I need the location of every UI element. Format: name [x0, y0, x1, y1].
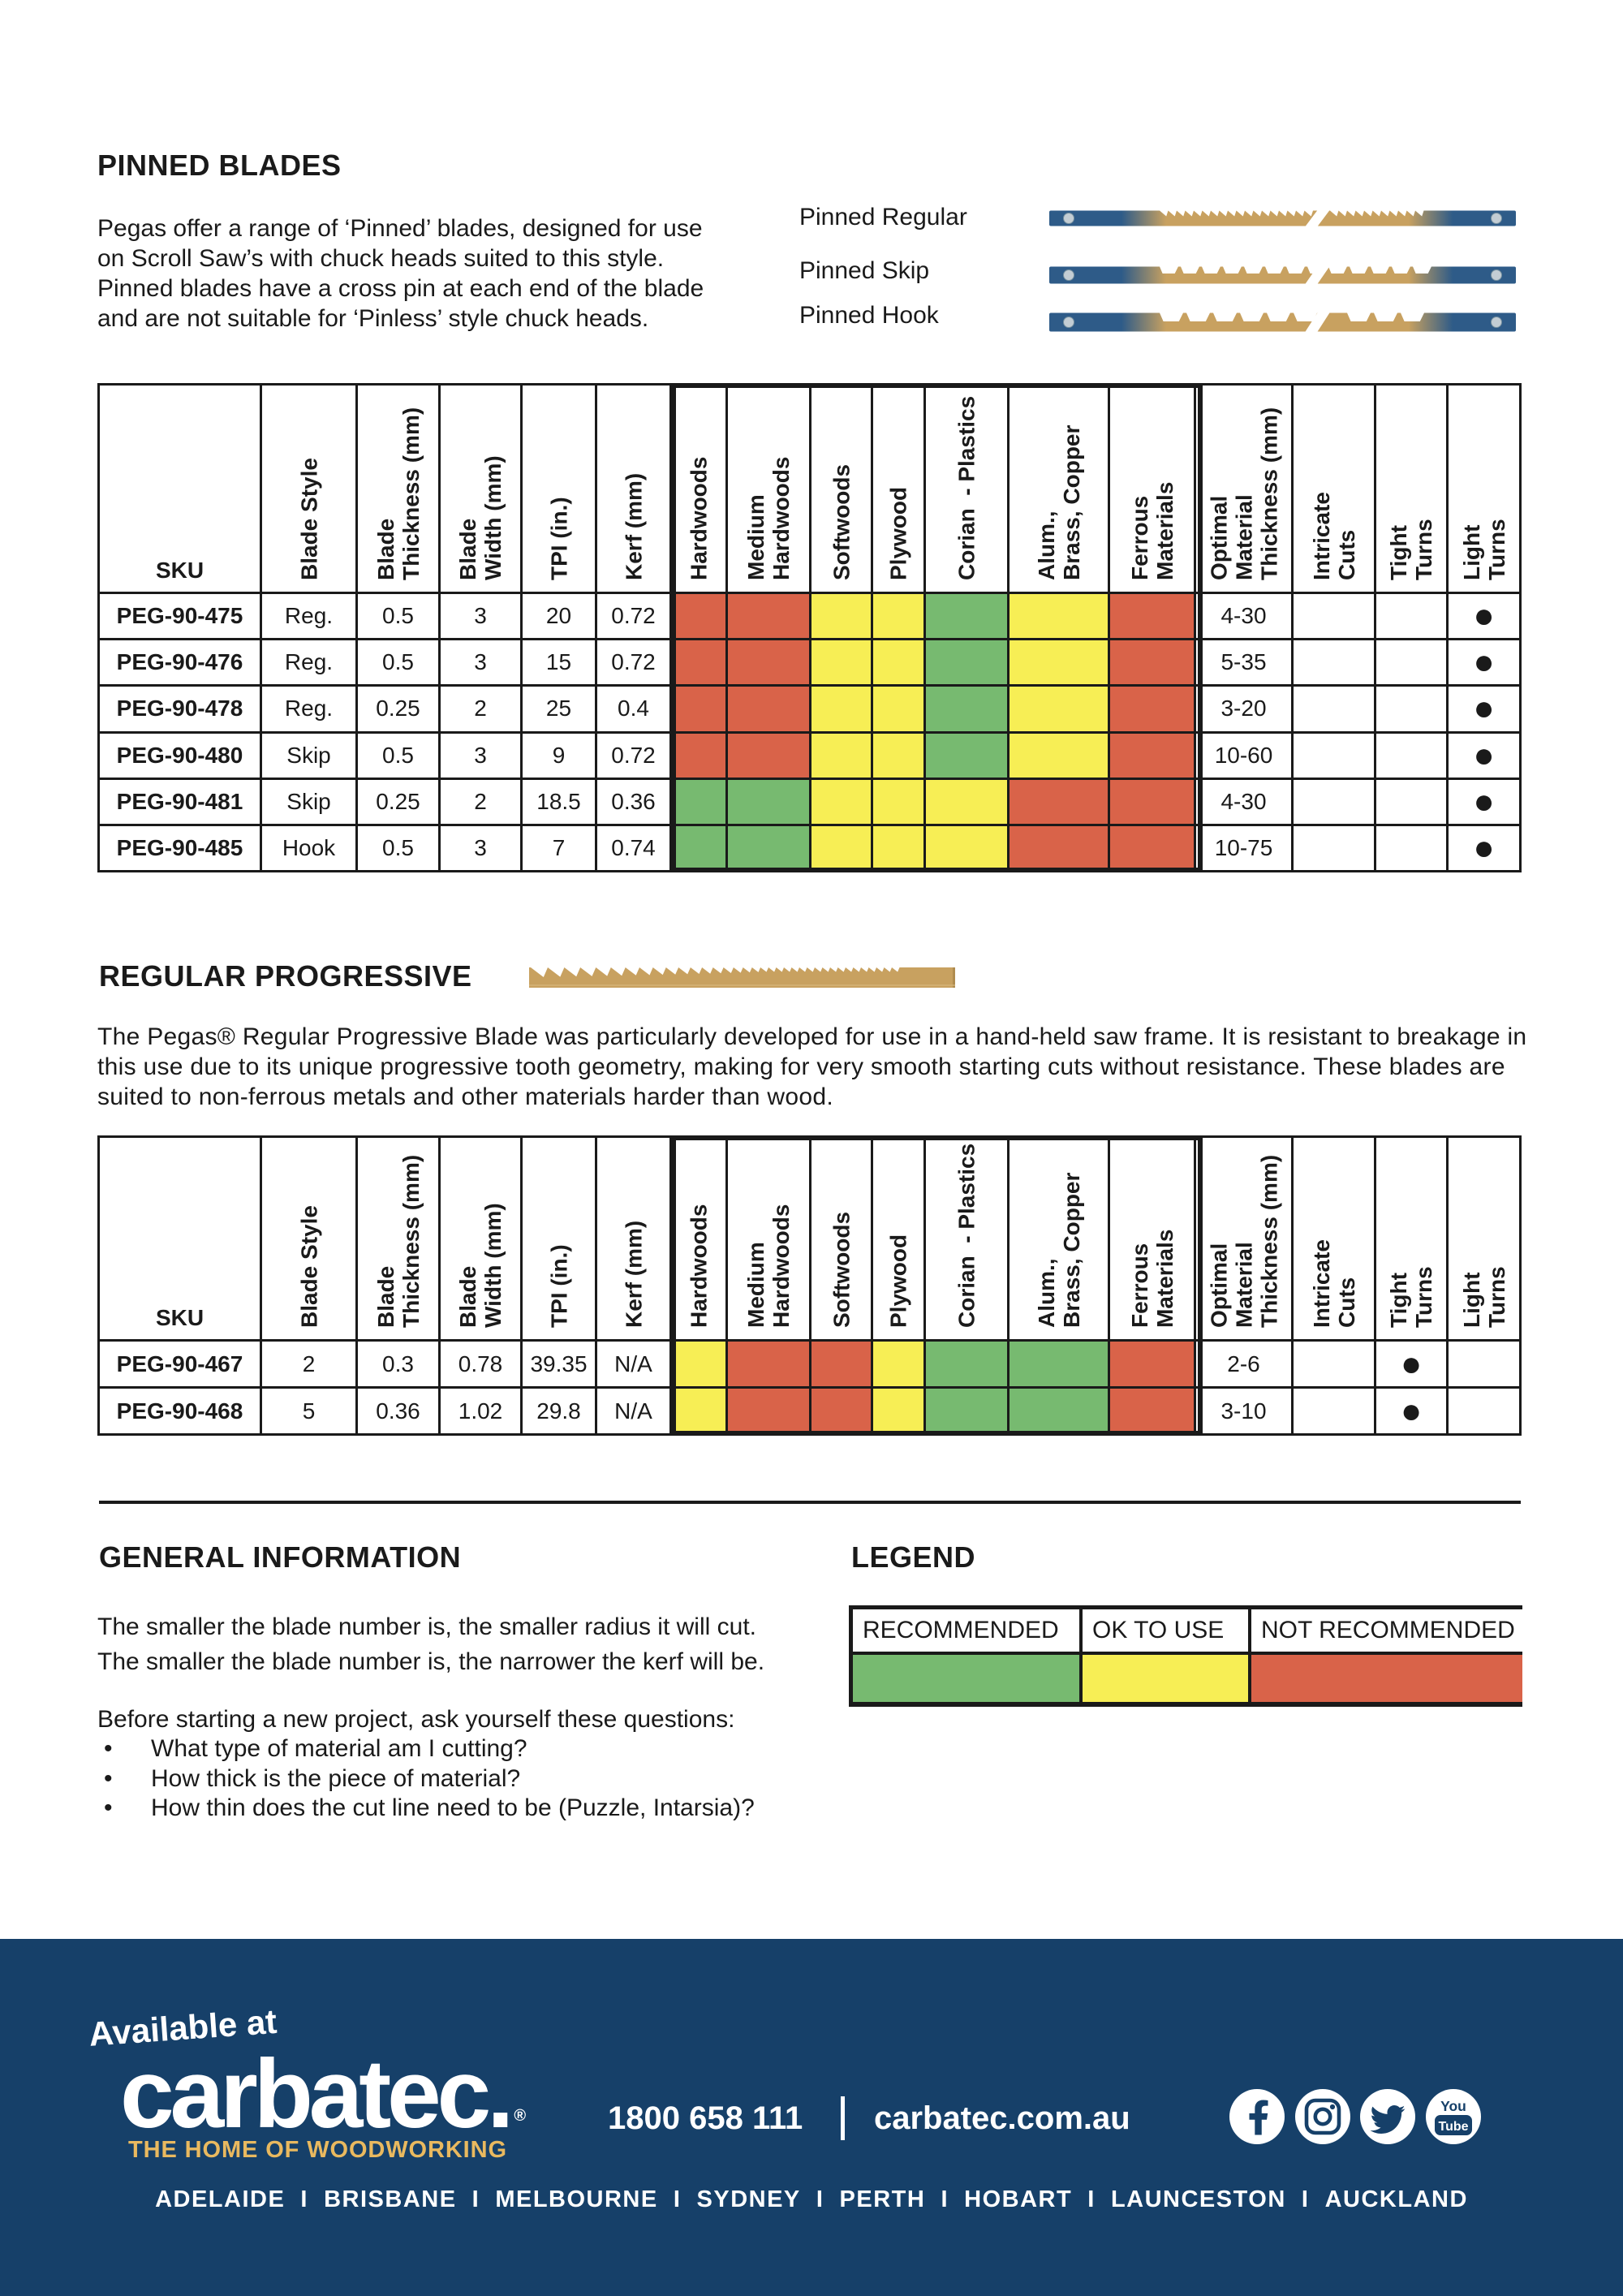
svg-text:You: You [1440, 2098, 1466, 2114]
svg-text:Tube: Tube [1438, 2120, 1468, 2134]
